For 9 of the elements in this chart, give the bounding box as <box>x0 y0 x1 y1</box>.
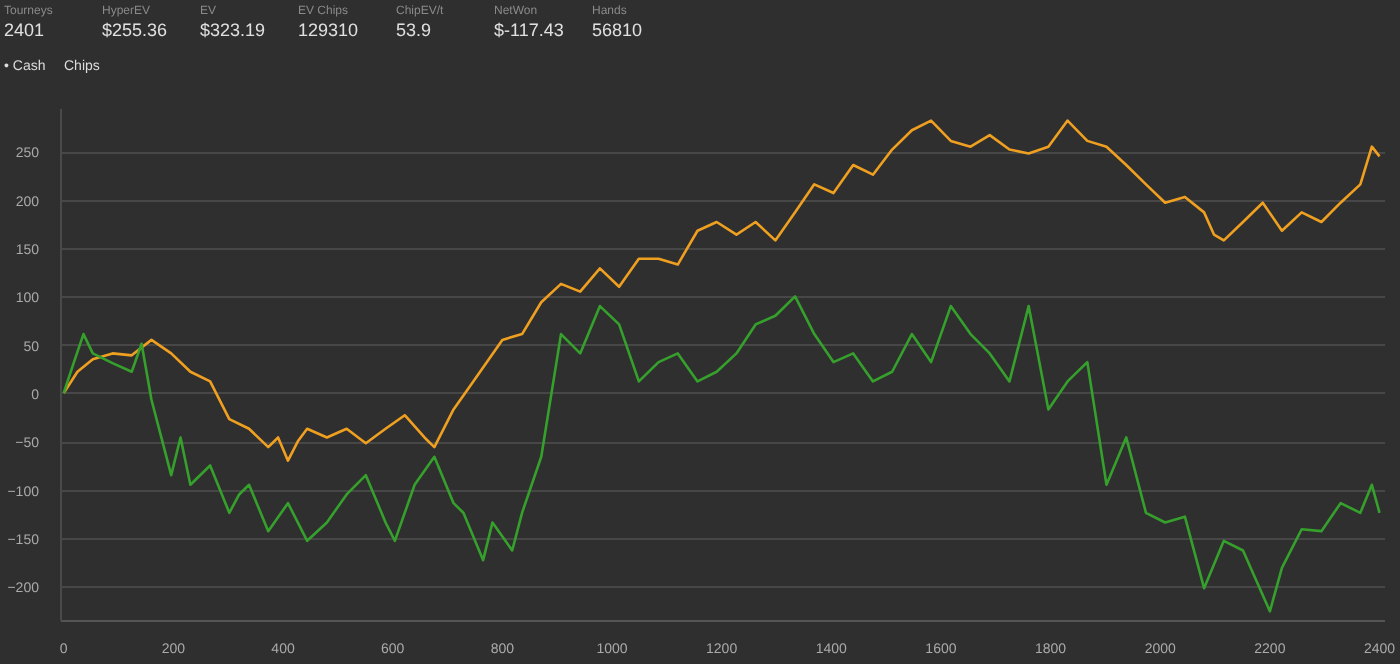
text: $255.36 <box>102 20 170 42</box>
line-series <box>62 119 1381 462</box>
line-series <box>62 295 1381 613</box>
text: $323.19 <box>200 20 268 42</box>
text: 2401 <box>4 20 47 42</box>
text: 129310 <box>298 20 361 42</box>
text: 53.9 <box>396 20 434 42</box>
text: $-117.43 <box>494 20 566 42</box>
text: 56810 <box>592 20 645 42</box>
